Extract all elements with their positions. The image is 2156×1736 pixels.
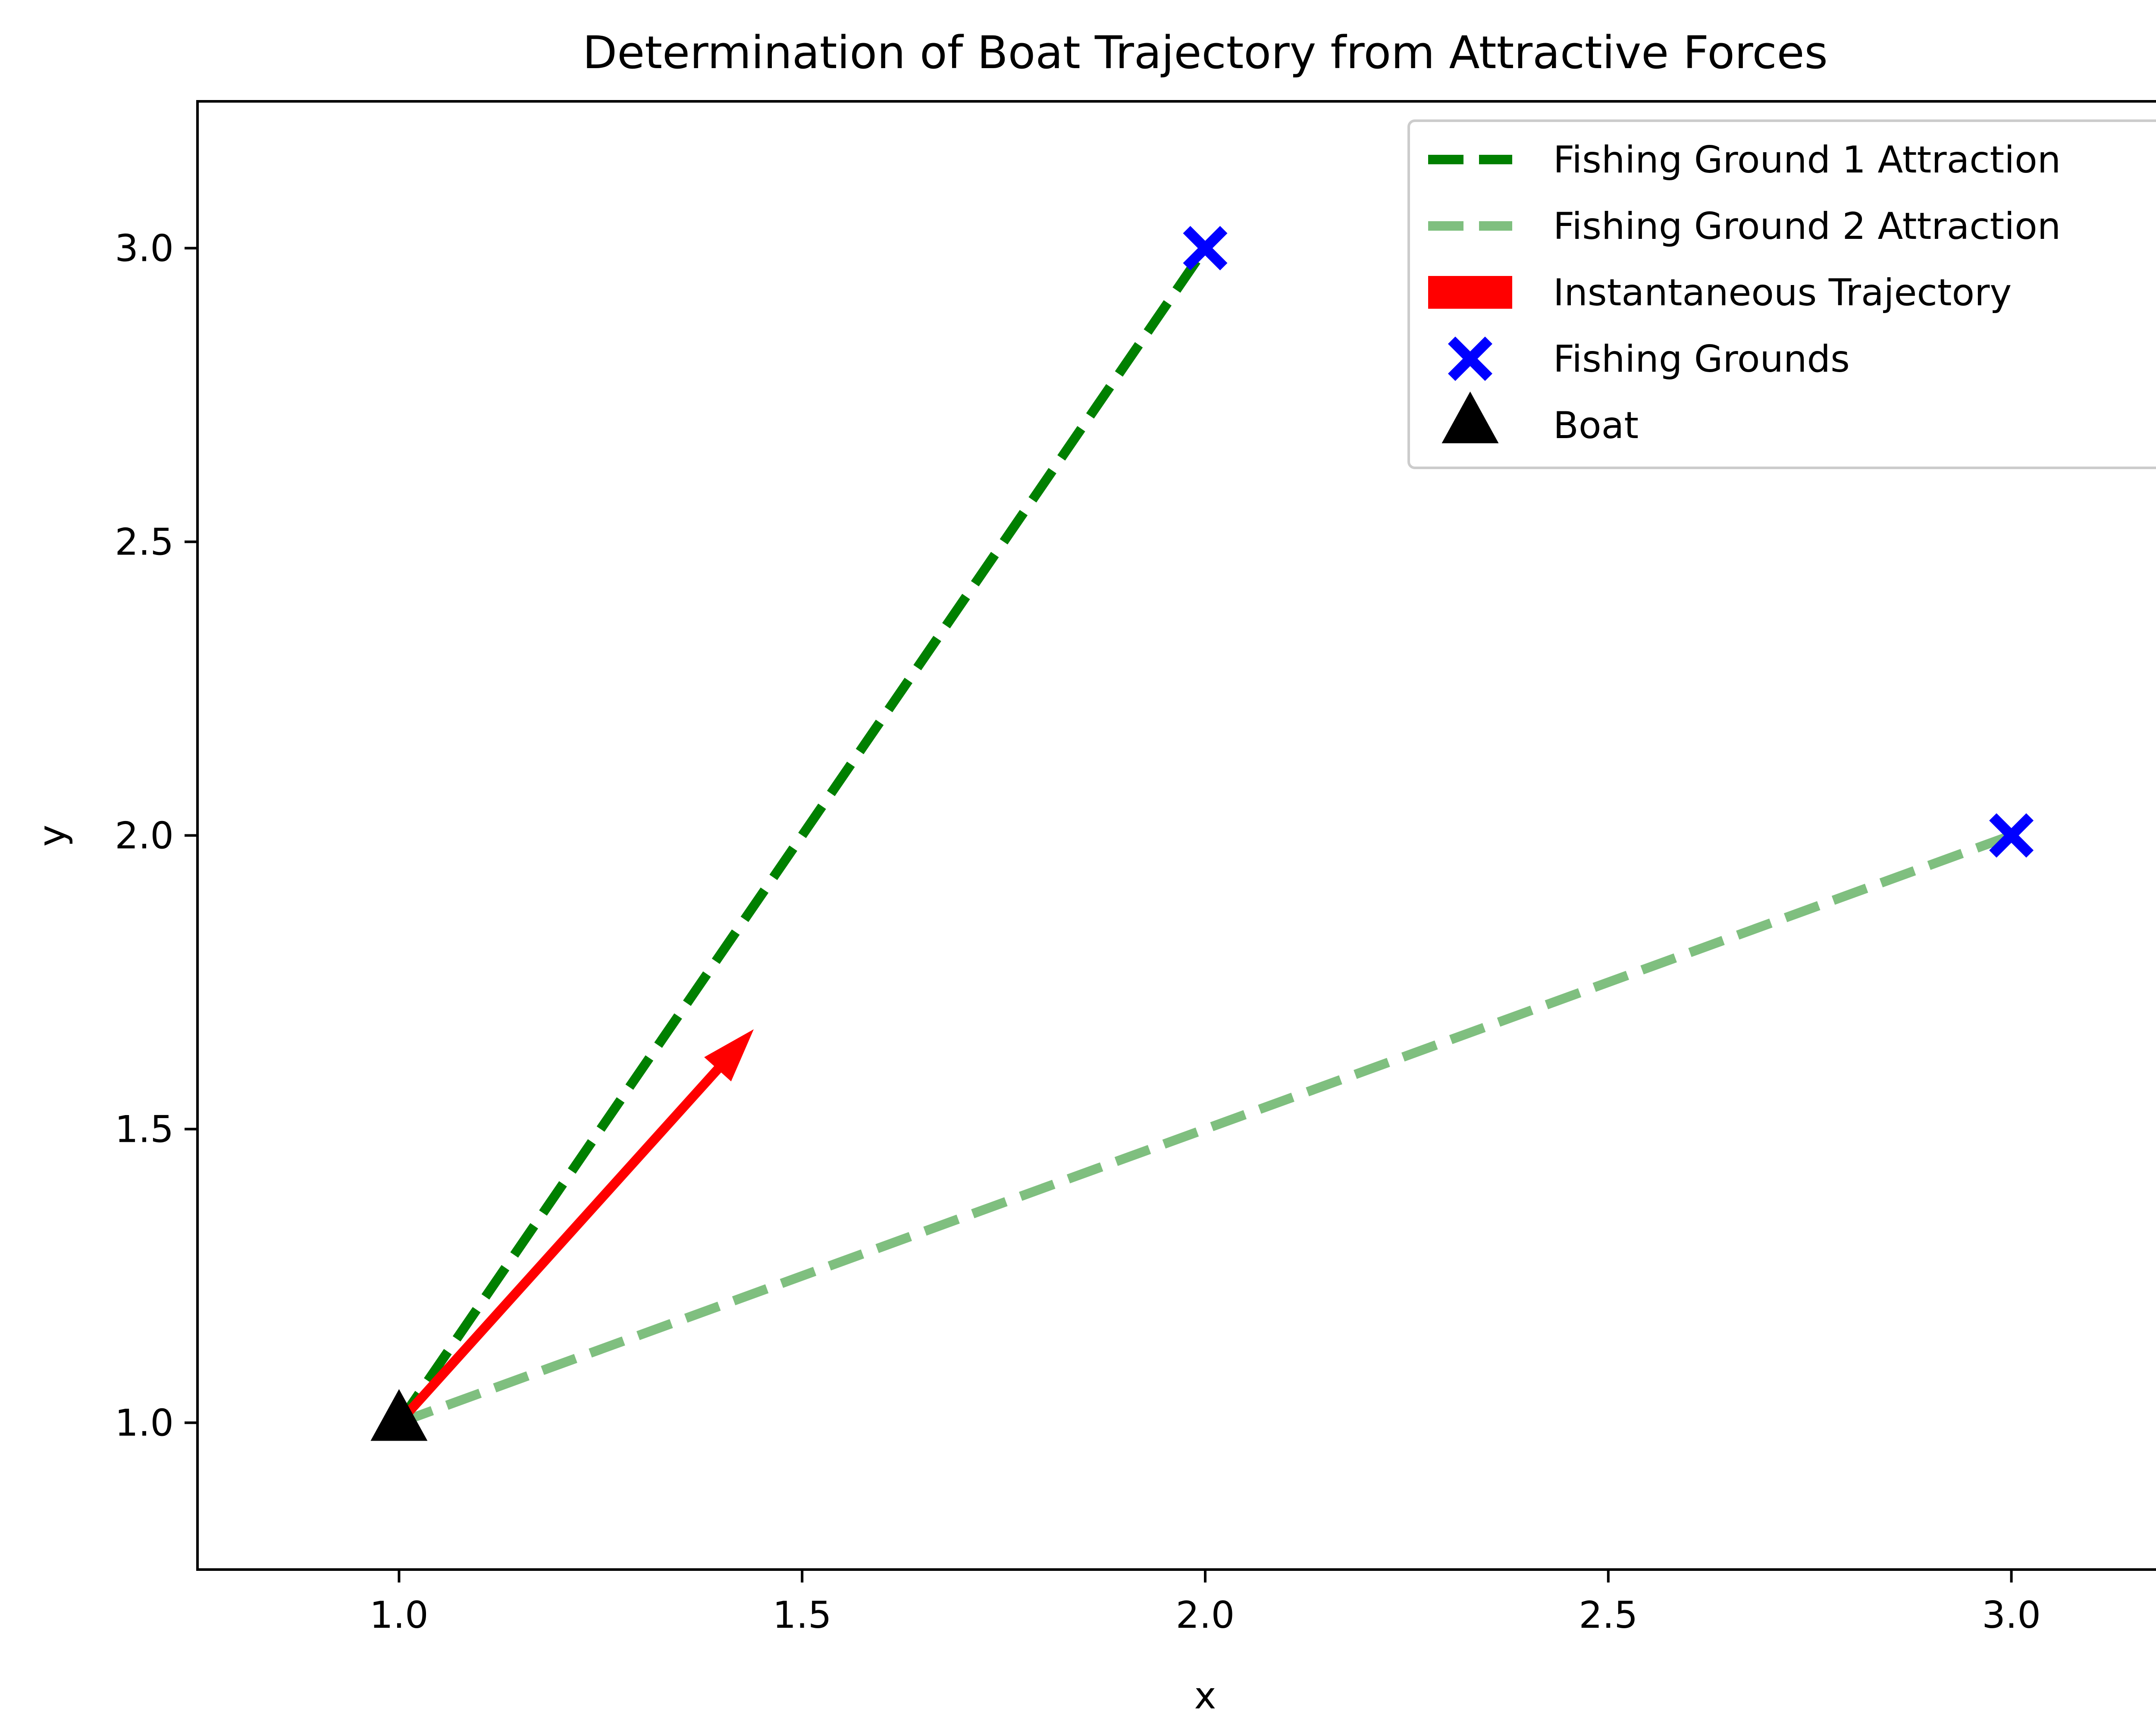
boat-marker: [370, 1389, 428, 1441]
trajectory-arrow: [395, 1029, 754, 1426]
y-axis-label: y: [31, 825, 74, 847]
x-tick-label: 3.0: [1982, 1594, 2041, 1637]
legend-label: Boat: [1553, 404, 1639, 447]
x-tick-label: 2.5: [1579, 1594, 1638, 1637]
chart-title: Determination of Boat Trajectory from At…: [583, 26, 1828, 79]
y-tick-label: 3.0: [115, 227, 174, 270]
x-tick-label: 1.5: [773, 1594, 832, 1637]
x-axis-label: x: [1194, 1674, 1216, 1717]
y-tick-label: 2.0: [115, 815, 174, 858]
series-line-1: [395, 245, 1210, 1426]
y-tick-label: 1.0: [115, 1402, 174, 1445]
x-icon: [1183, 226, 1228, 270]
legend-label: Fishing Ground 1 Attraction: [1553, 138, 2061, 182]
fishing-ground-marker: [1183, 226, 1228, 270]
legend-box: [1407, 119, 2156, 469]
x-tick-label: 1.0: [370, 1594, 429, 1637]
legend: Fishing Ground 1 Attraction Fishing Groun…: [1407, 119, 2156, 469]
legend-label: Fishing Ground 2 Attraction: [1553, 205, 2061, 248]
legend-arrow-handle: [1428, 276, 1512, 309]
axes-frame: [196, 100, 2156, 1571]
fishing-ground-marker: [1989, 813, 2034, 858]
legend-x-handle: [1448, 336, 1492, 381]
triangle-icon: [1442, 392, 1499, 443]
x-tick-label: 2.0: [1176, 1594, 1235, 1637]
x-icon: [1989, 813, 2034, 858]
y-tick-label: 1.5: [115, 1108, 174, 1151]
series-line-2: [397, 831, 2013, 1427]
plot-area: 1.0 1.5 2.0 2.5 3.0 1.0 1.5 2.0 2.5 3.0: [115, 100, 2156, 1637]
legend-label: Instantaneous Trajectory: [1553, 271, 2012, 314]
legend-label: Fishing Grounds: [1553, 338, 1850, 381]
x-icon: [1448, 336, 1492, 381]
y-tick-label: 2.5: [115, 521, 174, 564]
